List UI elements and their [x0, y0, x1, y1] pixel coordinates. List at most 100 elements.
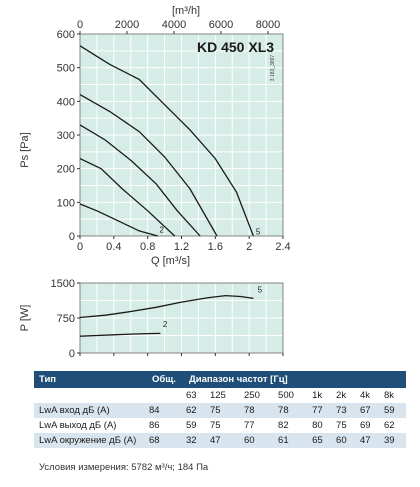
- y-tick-label: 600: [57, 29, 75, 41]
- x2-tick-label: 4000: [162, 19, 186, 31]
- row-value: 32: [184, 433, 208, 448]
- row-total: 86: [149, 420, 160, 431]
- curve-label: 2: [163, 320, 168, 329]
- freq-label: 2k: [336, 390, 347, 401]
- row-value: 73: [334, 403, 358, 418]
- power-y-ticks: 0 750 1500: [51, 278, 80, 360]
- x2-tick-label: 8000: [256, 19, 280, 31]
- table-row: LwA выход дБ (А) 86 59 75 77 82 80 75 69…: [34, 418, 406, 433]
- row-value: 62: [184, 403, 208, 418]
- freq-label: 250: [244, 390, 260, 401]
- table-row: LwA вход дБ (А) 84 62 75 78 78 77 73 67 …: [34, 403, 406, 418]
- power-curves: [79, 294, 254, 337]
- row-value: 78: [276, 403, 311, 418]
- table-row: LwA окружение дБ (А) 68 32 47 60 61 65 6…: [34, 433, 406, 448]
- y-tick-label: 0: [69, 231, 75, 243]
- row-value: 59: [381, 403, 406, 418]
- sound-table: Тип Общ. Диапазон частот [Гц] 63 125 250…: [34, 371, 406, 448]
- pressure-curves: [79, 45, 255, 237]
- y-tick-label: 1500: [51, 278, 75, 290]
- model-name: KD 450 XL3: [197, 39, 274, 55]
- freq-label: 4k: [360, 390, 371, 401]
- x-tick-label: 2: [246, 241, 252, 253]
- freq-row: 63 125 250 500 1k 2k 4k 8k: [34, 388, 406, 403]
- pressure-x-ticks: 0 0.4 0.8 1.2 1.6 2 2.4: [77, 236, 291, 253]
- row-value: 77: [310, 403, 335, 418]
- row-value: 75: [207, 403, 242, 418]
- x-tick-label: 0.4: [106, 241, 121, 253]
- flow-m3h-ticks: 0 2000 4000 6000 8000: [77, 19, 280, 34]
- y-tick-label: 200: [57, 164, 75, 176]
- row-value: 61: [276, 433, 311, 448]
- row-value: 82: [278, 420, 289, 431]
- curve-label: 5: [256, 227, 261, 236]
- x-tick-label: 1.6: [208, 241, 223, 253]
- table-header-row: Тип Общ. Диапазон частот [Гц]: [34, 371, 406, 388]
- header-total: Общ.: [147, 371, 184, 388]
- pressure-grid: [79, 33, 284, 237]
- freq-label: 1k: [312, 390, 323, 401]
- pressure-curve-labels: 52: [160, 226, 261, 237]
- header-type: Тип: [34, 371, 147, 388]
- freq-label: 63: [186, 390, 197, 401]
- curve-2: [79, 332, 161, 337]
- y-tick-label: 400: [57, 96, 75, 108]
- curve-1: [79, 45, 255, 237]
- row-value: 77: [244, 420, 255, 431]
- power-curve-labels: 52: [163, 285, 263, 329]
- row-value: 60: [334, 433, 358, 448]
- x-tick-label: 0: [77, 241, 83, 253]
- row-value: 75: [209, 420, 221, 431]
- row-label: LwA выход дБ (А): [39, 420, 117, 431]
- row-value: 75: [336, 420, 347, 431]
- y-tick-label: 750: [57, 313, 75, 325]
- charts-area: 0 0.4 0.8 1.2 1.6 2 2.4 0 100 200 300 400 500 600 0 2…: [19, 5, 291, 360]
- row-value: 62: [383, 420, 395, 431]
- row-value: 47: [207, 433, 242, 448]
- row-value: 60: [242, 433, 277, 448]
- x2-tick-label: 6000: [209, 19, 233, 31]
- row-value: 78: [242, 403, 277, 418]
- drawing-code: 3 183_3897: [270, 55, 276, 82]
- y-tick-label: 0: [69, 348, 75, 360]
- x-tick-label: 1.2: [174, 241, 189, 253]
- freq-label: 500: [278, 390, 294, 401]
- power-x-tick-marks: [79, 353, 284, 356]
- measurement-conditions: Условия измерения: 5782 м³/ч; 184 Па: [39, 462, 209, 473]
- pressure-x-axis-label: Q [m³/s]: [151, 255, 190, 267]
- freq-label: 8k: [383, 390, 395, 401]
- y-tick-label: 500: [57, 63, 75, 75]
- row-value: 65: [310, 433, 335, 448]
- row-total: 84: [147, 403, 184, 418]
- curve-4: [79, 158, 176, 237]
- freq-label: 125: [209, 390, 226, 401]
- pressure-y-axis-label: Ps [Pa]: [19, 132, 31, 167]
- x-tick-label: 0.8: [140, 241, 155, 253]
- row-value: 39: [381, 433, 406, 448]
- curve-5: [79, 203, 158, 237]
- header-bands: Диапазон частот [Гц]: [184, 371, 406, 388]
- curve-label: 5: [258, 285, 263, 294]
- curve-label: 2: [160, 226, 165, 235]
- power-y-axis-label: P [W]: [19, 305, 31, 332]
- x2-tick-label: 0: [77, 19, 83, 31]
- row-value: 47: [358, 433, 382, 448]
- pressure-chart: 0 0.4 0.8 1.2 1.6 2 2.4 0 100 200 300 400 500 600 0 2…: [19, 5, 291, 267]
- row-value: 69: [360, 420, 371, 431]
- row-label: LwA вход дБ (А): [34, 403, 147, 418]
- row-label: LwA окружение дБ (А): [34, 433, 147, 448]
- row-total: 68: [147, 433, 184, 448]
- y-tick-label: 300: [57, 130, 75, 142]
- y-tick-label: 100: [57, 197, 75, 209]
- curve-2: [79, 94, 218, 237]
- curve-1: [79, 294, 254, 319]
- x-tick-label: 2.4: [275, 241, 290, 253]
- x2-tick-label: 2000: [115, 19, 139, 31]
- row-value: 67: [358, 403, 382, 418]
- row-value: 59: [186, 420, 197, 431]
- row-value: 80: [312, 420, 323, 431]
- pressure-y-ticks: 0 100 200 300 400 500 600: [57, 29, 80, 243]
- curve-3: [79, 124, 201, 237]
- flow-m3h-axis-label: [m³/h]: [172, 5, 200, 17]
